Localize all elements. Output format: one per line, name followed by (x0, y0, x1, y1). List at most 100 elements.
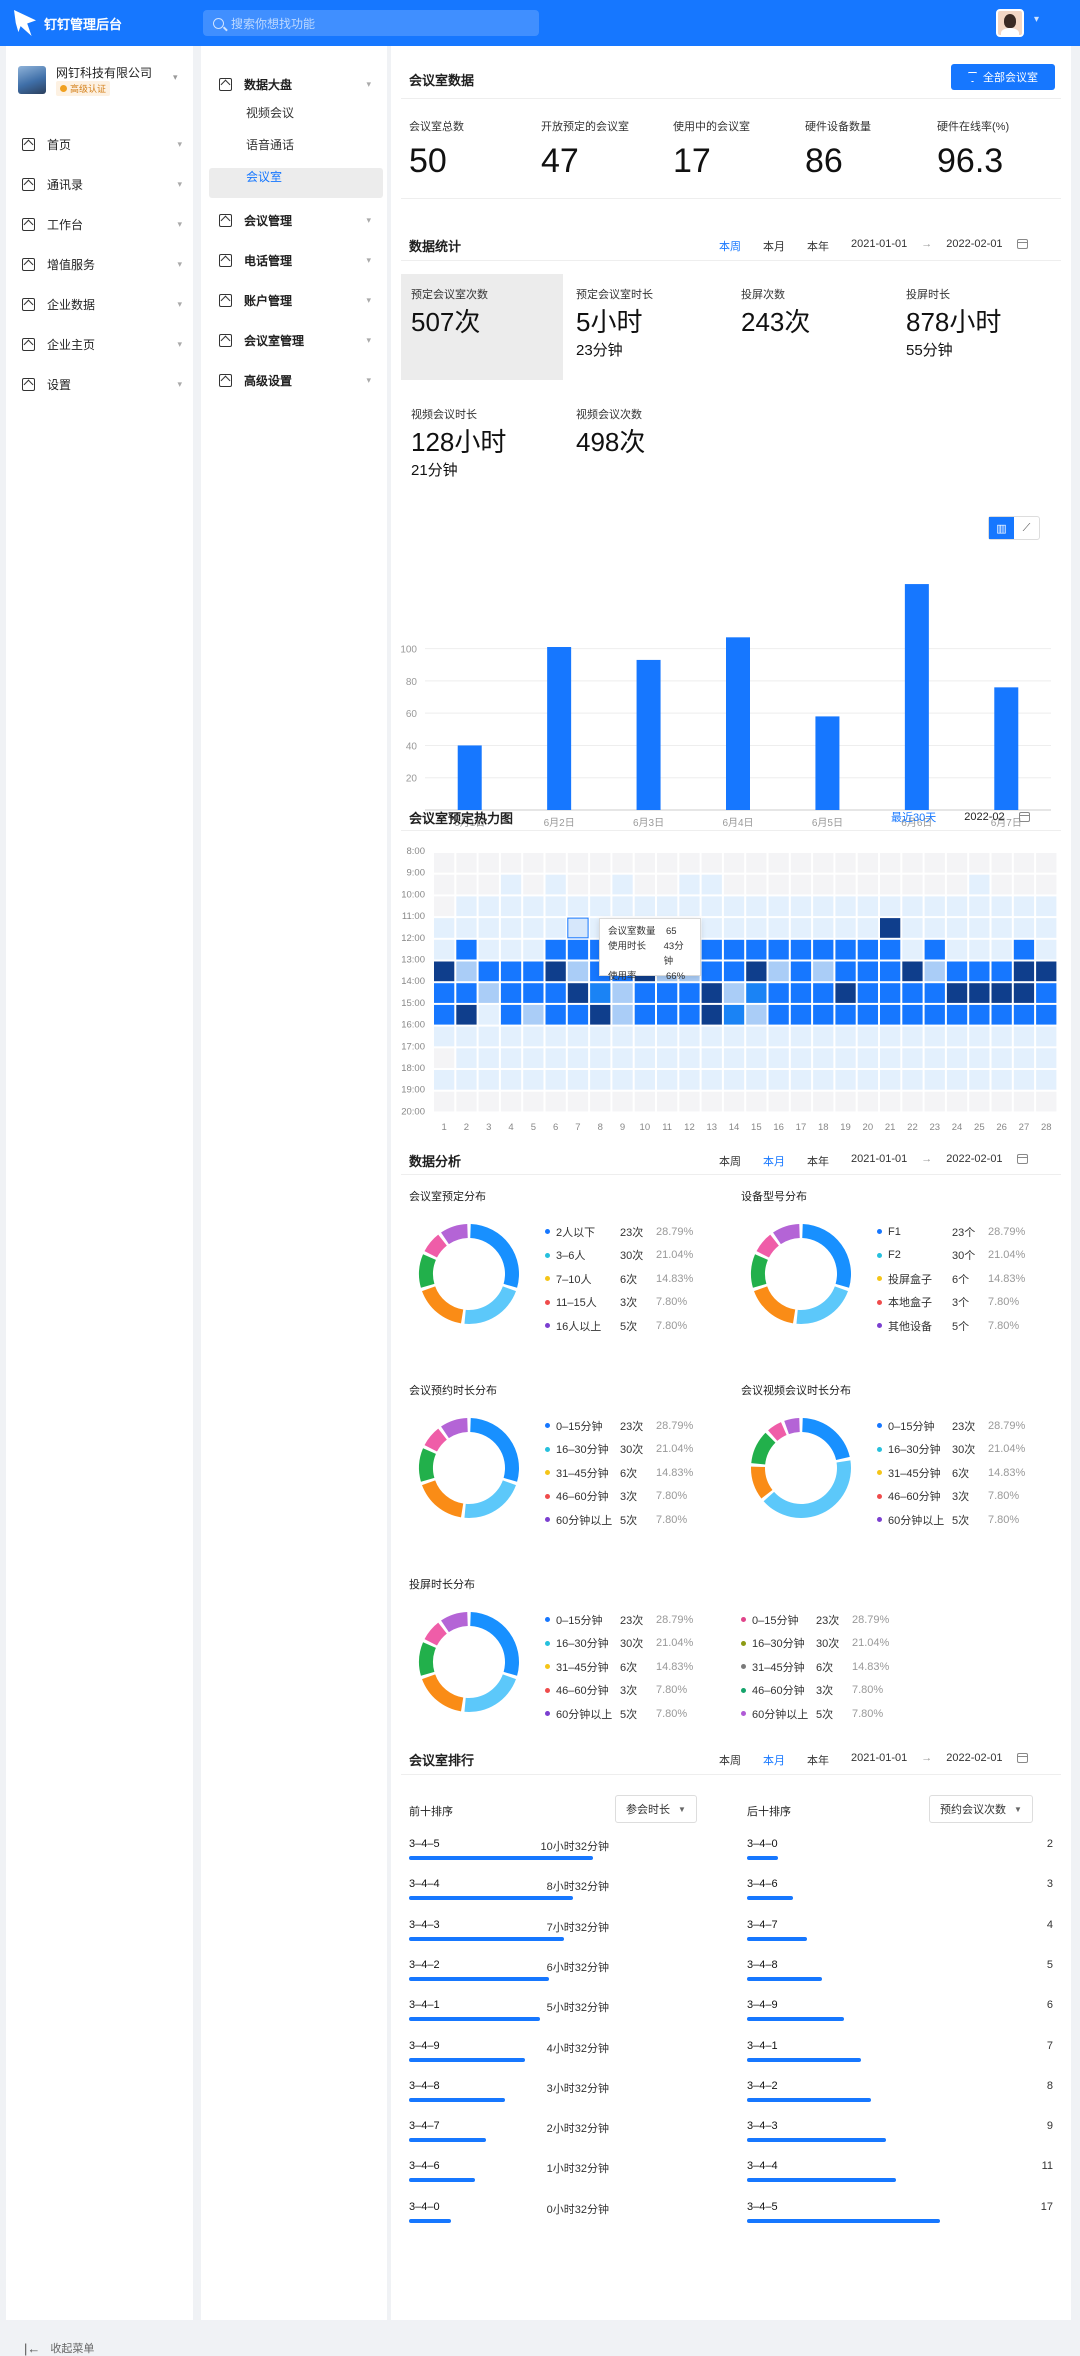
subnav-group-4[interactable]: 会议室管理 ▾ (219, 330, 379, 350)
legend-name: 60分钟以上 (888, 1514, 945, 1527)
period-tab[interactable]: 本周 (719, 241, 741, 253)
period-tab[interactable]: 本年 (807, 1156, 829, 1168)
ranking-row[interactable]: 3–4–8 5 (747, 1959, 1053, 1999)
ranking-row[interactable]: 3–4–5 17 (747, 2201, 1053, 2241)
user-avatar[interactable] (996, 9, 1024, 37)
ranking-row[interactable]: 3–4–0 0小时32分钟 (409, 2201, 609, 2241)
stat-card[interactable]: 投屏次数 243次 (731, 274, 893, 380)
heatmap-cell (813, 874, 834, 895)
analysis-date-range[interactable]: 2021-01-01 → 2022-02-01 (851, 1153, 1028, 1165)
ranking-row[interactable]: 3–4–6 1小时32分钟 (409, 2160, 609, 2200)
heatmap-cell (478, 918, 499, 938)
stat-card[interactable]: 预定会议室次数 507次 (401, 274, 563, 380)
period-tab[interactable]: 本月 (763, 241, 785, 253)
subnav-group-1[interactable]: 会议管理 ▾ (219, 210, 379, 230)
legend-count: 5次 (952, 1514, 970, 1527)
ranking-row[interactable]: 3–4–3 7小时32分钟 (409, 1919, 609, 1959)
stat-card[interactable]: 投屏时长 878小时 55分钟 (896, 274, 1058, 380)
line-chart-icon[interactable]: ⟋ (1022, 521, 1031, 534)
legend-name: 60分钟以上 (752, 1708, 809, 1721)
stat-card[interactable]: 视频会议时长 128小时 21分钟 (401, 394, 563, 500)
stat-card[interactable]: 视频会议次数 498次 (566, 394, 728, 500)
ranking-row[interactable]: 3–4–0 2 (747, 1838, 1053, 1878)
stat-card[interactable]: 预定会议室时长 5小时 23分钟 (566, 274, 728, 380)
legend-percent: 14.83% (988, 1272, 1026, 1285)
subnav-link[interactable]: 会议室 (246, 170, 283, 184)
nav-item-5[interactable]: 企业主页 ▾ (22, 334, 182, 354)
heatmap-cell (500, 1048, 522, 1068)
legend-dot (877, 1252, 882, 1258)
legend-percent: 21.04% (988, 1443, 1026, 1456)
period-tab[interactable]: 本月 (763, 1755, 785, 1767)
top-sort-select[interactable]: 参会时长 ▼ (615, 1795, 697, 1823)
period-tab[interactable]: 本月 (763, 1156, 785, 1168)
heatmap-month[interactable]: 2022-02 (964, 811, 1005, 823)
ranking-value: 10小时32分钟 (540, 1841, 609, 1853)
legend-name: 0–15分钟 (556, 1420, 603, 1433)
ranking-date-range[interactable]: 2021-01-01 → 2022-02-01 (851, 1752, 1028, 1764)
bar-chart-icon[interactable]: ▥ (989, 517, 1014, 539)
legend-name: 31–45分钟 (752, 1661, 805, 1674)
subnav-group-2[interactable]: 电话管理 ▾ (219, 250, 379, 270)
ranking-row[interactable]: 3–4–2 8 (747, 2080, 1053, 2120)
ranking-row[interactable]: 3–4–4 8小时32分钟 (409, 1878, 609, 1918)
room-name: 3–4–5 (409, 1838, 440, 1850)
kpi-card: 会议室总数 50 (409, 118, 464, 181)
subnav-group-0[interactable]: 数据大盘 ▾ (219, 74, 379, 94)
stats-date-range[interactable]: 2021-01-01 → 2022-02-01 (851, 238, 1028, 250)
ranking-row[interactable]: 3–4–5 10小时32分钟 (409, 1838, 609, 1878)
ranking-row[interactable]: 3–4–3 9 (747, 2120, 1053, 2160)
heatmap-cell (478, 939, 499, 960)
nav-item-2[interactable]: 工作台 ▾ (22, 214, 182, 234)
heatmap-cell (657, 983, 678, 1003)
ranking-row[interactable]: 3–4–9 4小时32分钟 (409, 2040, 609, 2080)
filter-icon (968, 72, 977, 82)
ranking-row[interactable]: 3–4–7 4 (747, 1919, 1053, 1959)
subnav-group-3[interactable]: 账户管理 ▾ (219, 290, 379, 310)
heatmap-cell (746, 1048, 767, 1068)
ranking-row[interactable]: 3–4–6 3 (747, 1878, 1053, 1918)
donut-chart (751, 1418, 851, 1518)
subnav-link[interactable]: 视频会议 (246, 106, 295, 120)
heatmap: 8:009:0010:0011:0012:0013:0014:0015:0016… (401, 846, 1057, 1133)
heatmap-cell (857, 1091, 878, 1112)
chevron-down-icon[interactable]: ▾ (1034, 14, 1040, 25)
all-rooms-filter-button[interactable]: 全部会议室 (951, 64, 1055, 90)
nav-item-4[interactable]: 企业数据 ▾ (22, 294, 182, 314)
nav-item-6[interactable]: 设置 ▾ (22, 374, 182, 394)
recent-30-days-tab[interactable]: 最近30天 (891, 812, 937, 824)
stat-sub-value: 23分钟 (576, 341, 623, 359)
nav-item-3[interactable]: 增值服务 ▾ (22, 254, 182, 274)
ranking-row[interactable]: 3–4–2 6小时32分钟 (409, 1959, 609, 1999)
calendar-icon[interactable] (1018, 812, 1030, 822)
ranking-row[interactable]: 3–4–7 2小时32分钟 (409, 2120, 609, 2160)
ranking-row[interactable]: 3–4–1 5小时32分钟 (409, 1999, 609, 2039)
legend-name: 60分钟以上 (556, 1514, 613, 1527)
period-tab[interactable]: 本周 (719, 1156, 741, 1168)
heatmap-cell (679, 896, 700, 917)
ranking-row[interactable]: 3–4–1 7 (747, 2040, 1053, 2080)
app-logo[interactable]: 钉钉管理后台 (14, 10, 122, 36)
legend-dot (877, 1517, 882, 1523)
heatmap-cell (902, 961, 923, 982)
nav-item-1[interactable]: 通讯录 ▾ (22, 174, 182, 194)
heatmap-cell (590, 1048, 611, 1068)
heatmap-cell (969, 961, 990, 982)
nav-item-0[interactable]: 首页 ▾ (22, 134, 182, 154)
collapse-menu-button[interactable]: |← 收起菜单 (24, 2340, 94, 2356)
heatmap-cell (880, 918, 901, 938)
subnav-group-5[interactable]: 高级设置 ▾ (219, 370, 379, 390)
period-tab[interactable]: 本周 (719, 1755, 741, 1767)
search-input[interactable]: 搜索你想找功能 (203, 10, 539, 36)
subnav-link[interactable]: 语音通话 (246, 138, 295, 152)
company-switcher[interactable]: 网钉科技有限公司 高级认证 ▾ (18, 64, 188, 104)
ranking-row[interactable]: 3–4–8 3小时32分钟 (409, 2080, 609, 2120)
ranking-row[interactable]: 3–4–4 11 (747, 2160, 1053, 2200)
heatmap-cell (478, 853, 499, 873)
ranking-row[interactable]: 3–4–9 6 (747, 1999, 1053, 2039)
bottom-sort-select[interactable]: 预约会议次数 ▼ (929, 1795, 1033, 1823)
ranking-bar (747, 1936, 807, 1941)
legend-item: 0–15分钟 23次 28.79% (877, 1414, 1025, 1438)
period-tab[interactable]: 本年 (807, 1755, 829, 1767)
period-tab[interactable]: 本年 (807, 241, 829, 253)
